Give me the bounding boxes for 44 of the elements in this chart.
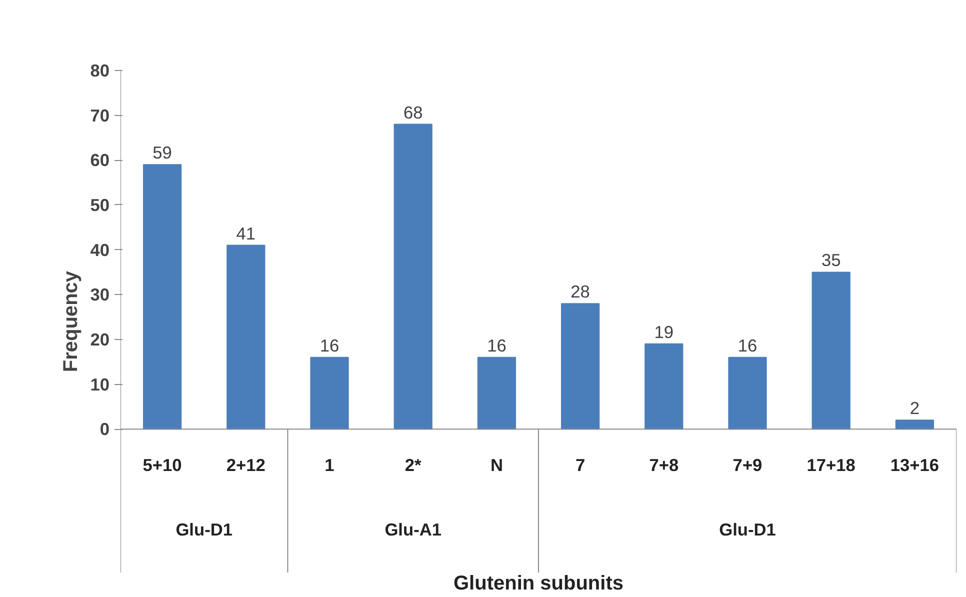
data-label: 16 xyxy=(738,335,758,356)
y-tick-label: 70 xyxy=(90,105,110,126)
x-tick-label: 17+18 xyxy=(806,454,856,475)
bar xyxy=(310,356,349,430)
x-tick-label: 1 xyxy=(324,454,335,475)
x-tick-label: 5+10 xyxy=(142,454,182,475)
y-tick-label: 60 xyxy=(90,150,110,170)
bar xyxy=(644,343,684,430)
text: Glu-D1 xyxy=(176,519,233,540)
bar xyxy=(728,356,767,430)
x-tick-label: 2+12 xyxy=(226,454,266,475)
x-tick-label: 2* xyxy=(404,454,422,475)
y-tick-label: 0 xyxy=(100,419,110,440)
bar xyxy=(560,303,600,430)
y-axis-title: Frequency xyxy=(60,270,82,372)
x-tick-label: 7+9 xyxy=(732,454,762,475)
data-label: 59 xyxy=(152,142,172,163)
y-tick-label: 80 xyxy=(90,60,110,80)
data-label: 28 xyxy=(570,282,590,302)
data-label: 41 xyxy=(236,223,256,244)
bar xyxy=(895,420,934,430)
x-tick-label: 13+16 xyxy=(890,454,940,475)
x-tick-label: 7+8 xyxy=(649,454,679,475)
y-tick-label: 50 xyxy=(90,194,110,215)
y-tick-label: 40 xyxy=(90,240,110,260)
bar xyxy=(394,124,432,430)
data-label: 16 xyxy=(487,335,506,356)
y-tick-label: 10 xyxy=(90,374,110,394)
text: Glu-A1 xyxy=(384,519,442,540)
data-label: 35 xyxy=(821,250,841,270)
data-label: 68 xyxy=(403,102,423,122)
data-label: 2 xyxy=(910,398,920,418)
x-tick-label: N xyxy=(490,454,503,475)
y-tick-label: 30 xyxy=(90,284,110,305)
bar xyxy=(477,356,516,430)
x-tick-label: 7 xyxy=(575,454,586,475)
text: Glu-D1 xyxy=(719,519,776,540)
bar xyxy=(142,164,182,430)
bar xyxy=(812,272,850,430)
y-tick-label: 20 xyxy=(90,329,110,350)
bar xyxy=(226,244,266,430)
data-label: 16 xyxy=(320,335,340,356)
data-label: 19 xyxy=(654,322,674,342)
x-axis-title: Glutenin subunits xyxy=(454,572,624,594)
